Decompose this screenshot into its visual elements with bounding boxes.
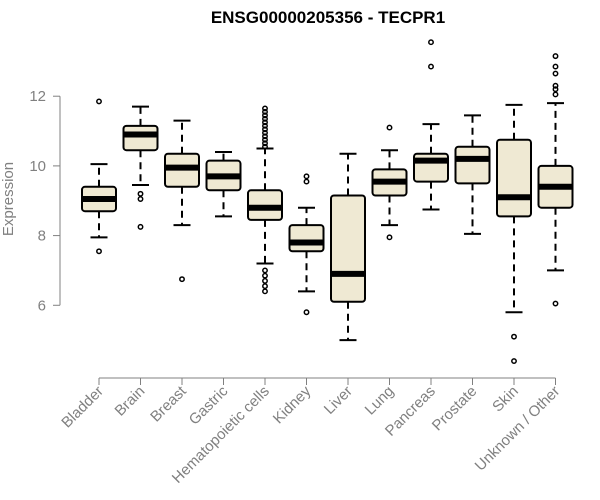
outlier-11-4 xyxy=(552,70,559,77)
outlier-1-1 xyxy=(137,196,144,202)
box-5 xyxy=(288,173,325,316)
outlier-8-0 xyxy=(428,63,434,70)
outlier-4-16 xyxy=(262,105,268,112)
y-tick-label-3: 12 xyxy=(29,88,46,105)
outlier-1-0 xyxy=(137,223,144,230)
iqr-box-1 xyxy=(122,124,159,152)
outlier-4-8 xyxy=(262,133,268,140)
outlier-5-1 xyxy=(303,178,310,185)
category-label-9: Prostate xyxy=(429,383,481,435)
box-7 xyxy=(371,124,408,241)
outlier-10-1 xyxy=(511,333,517,340)
category-label-0: Bladder xyxy=(58,383,107,432)
outlier-4-0 xyxy=(262,288,268,295)
outlier-11-5 xyxy=(552,63,559,70)
category-label-10: Skin xyxy=(489,383,522,416)
box-9 xyxy=(454,114,491,235)
outlier-0-1 xyxy=(96,98,102,105)
y-tick-label-2: 10 xyxy=(29,158,46,175)
outlier-4-3 xyxy=(262,272,268,279)
outlier-4-11 xyxy=(262,122,268,129)
chart-title: ENSG00000205356 - TECPR1 xyxy=(211,8,445,27)
outlier-4-9 xyxy=(262,129,268,136)
outlier-0-0 xyxy=(96,248,102,255)
y-tick-label-0: 6 xyxy=(38,297,46,314)
box-6 xyxy=(330,152,366,342)
box-3 xyxy=(205,150,242,218)
outlier-8-1 xyxy=(428,39,434,46)
iqr-box-10 xyxy=(496,138,532,218)
category-label-6: Liver xyxy=(321,383,356,418)
outlier-2-0 xyxy=(179,276,185,283)
category-label-2: Breast xyxy=(147,382,190,425)
category-label-7: Lung xyxy=(362,383,398,419)
outlier-5-0 xyxy=(303,309,310,316)
outlier-4-13 xyxy=(262,115,268,122)
outlier-4-2 xyxy=(262,277,268,284)
outlier-4-14 xyxy=(262,112,268,119)
y-axis-label: Expression xyxy=(0,162,17,236)
category-label-5: Kidney xyxy=(270,382,315,427)
outlier-4-7 xyxy=(262,136,268,143)
box-8 xyxy=(413,39,449,211)
category-label-1: Brain xyxy=(112,383,149,420)
outlier-5-2 xyxy=(303,173,310,180)
outlier-7-1 xyxy=(386,124,393,131)
outlier-11-1 xyxy=(552,91,559,98)
outlier-11-0 xyxy=(552,300,559,307)
box-4 xyxy=(247,105,283,295)
boxes xyxy=(81,39,574,364)
outlier-4-1 xyxy=(262,283,268,290)
outlier-4-10 xyxy=(262,126,268,133)
box-0 xyxy=(81,98,117,255)
iqr-box-5 xyxy=(288,224,325,253)
outlier-10-0 xyxy=(511,358,517,364)
box-11 xyxy=(537,53,574,307)
iqr-box-9 xyxy=(454,145,491,185)
iqr-box-6 xyxy=(330,194,366,303)
box-10 xyxy=(496,103,532,364)
axes: 6 8 10 12 xyxy=(29,88,556,385)
outlier-4-4 xyxy=(262,267,268,274)
outlier-4-12 xyxy=(262,119,268,126)
outlier-11-2 xyxy=(552,86,559,93)
outlier-11-6 xyxy=(552,53,559,60)
outlier-1-2 xyxy=(137,190,144,197)
outlier-4-15 xyxy=(262,108,268,115)
outlier-7-0 xyxy=(386,234,393,241)
y-tick-label-1: 8 xyxy=(38,228,46,245)
box-1 xyxy=(122,105,159,230)
box-2 xyxy=(164,119,200,283)
outlier-4-6 xyxy=(262,140,268,147)
outlier-11-3 xyxy=(552,82,559,89)
outlier-4-5 xyxy=(262,143,268,150)
